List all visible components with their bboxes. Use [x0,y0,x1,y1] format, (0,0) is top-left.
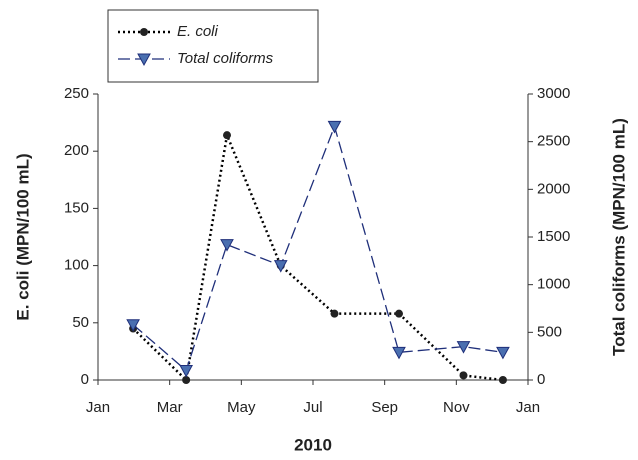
x-tick-label: Sep [371,399,398,416]
y2-axis-title: Total coliforms (MPN/100 mL) [609,118,628,356]
y2-tick-label: 0 [537,371,545,388]
x-tick-label: Jan [86,399,110,416]
point [327,120,342,134]
y2-tick-label: 1000 [537,276,570,293]
y-tick-label: 150 [64,199,89,216]
y-tick-label: 50 [72,314,89,331]
point [395,309,403,318]
series-line [132,130,504,383]
point [273,260,288,273]
legend-label: E. coli [177,23,219,40]
x-tick-label: Nov [443,399,470,416]
point [220,239,234,252]
x-axis-title: 2010 [294,435,332,454]
x-tick-label: Mar [157,399,183,416]
y-tick-label: 100 [64,257,89,274]
y2-tick-label: 2000 [537,180,570,197]
point [179,364,193,378]
x-tick-label: Jan [516,399,540,416]
series-line [132,124,504,372]
y-axis-title: E. coli (MPN/100 mL) [13,153,32,320]
point [126,319,140,332]
point [392,346,406,360]
y2-tick-label: 3000 [537,85,570,102]
point [182,376,191,384]
y2-tick-label: 1500 [537,228,570,245]
legend-box [107,9,319,83]
point [498,376,507,384]
legend-marker [140,28,148,36]
point [223,131,231,140]
legend-label: Total coliforms [177,50,274,67]
point [496,346,510,360]
legend-marker [137,53,151,67]
y2-tick-label: 500 [537,323,562,340]
y-tick-label: 200 [64,142,89,159]
point [459,371,468,380]
x-tick-label: May [227,399,256,416]
point [330,309,339,318]
point [456,341,471,354]
y-tick-label: 0 [81,371,89,388]
x-tick-label: Jul [303,399,322,416]
y-tick-label: 250 [64,85,89,102]
y2-tick-label: 2500 [537,133,570,150]
